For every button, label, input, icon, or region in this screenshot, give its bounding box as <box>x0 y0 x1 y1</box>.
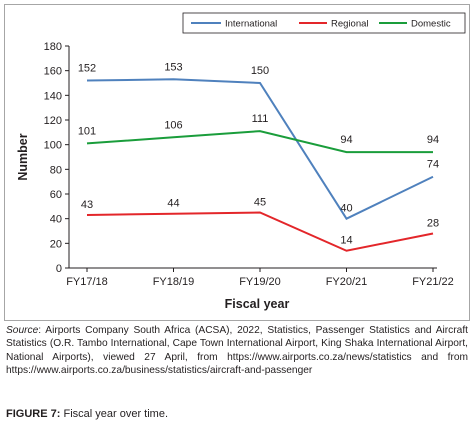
data-label-domestic: 94 <box>427 134 439 146</box>
data-label-regional: 14 <box>340 235 352 247</box>
x-tick-label: FY19/20 <box>239 276 281 288</box>
line-chart: 0 20 40 60 80 100 120 140 160 180 FY17/18 FY18/19 FY… <box>16 12 466 311</box>
x-tick-label: FY20/21 <box>326 276 368 288</box>
series-line-domestic <box>86 130 433 154</box>
data-label-international: 74 <box>427 159 439 171</box>
x-tick-label: FY17/18 <box>66 276 108 288</box>
legend-label-regional: Regional <box>331 19 369 30</box>
source-label: Source <box>6 325 39 336</box>
data-label-international: 153 <box>164 61 182 73</box>
x-tick-label: FY21/22 <box>412 276 454 288</box>
data-label-domestic: 101 <box>78 125 96 137</box>
figure-title: Fiscal year over time. <box>63 408 168 420</box>
data-label-regional: 45 <box>254 197 266 209</box>
data-label-domestic: 106 <box>164 119 182 131</box>
legend-label-domestic: Domestic <box>411 19 451 30</box>
data-label-international: 40 <box>340 203 352 215</box>
x-tick-label: FY18/19 <box>153 276 195 288</box>
data-label-regional: 28 <box>427 217 439 229</box>
figure-caption: FIGURE 7: Fiscal year over time. <box>6 408 468 420</box>
data-label-regional: 44 <box>167 198 179 210</box>
y-tick-label: 0 <box>56 263 62 275</box>
data-label-domestic: 94 <box>340 134 352 146</box>
data-label-international: 150 <box>251 65 269 77</box>
figure-source-caption: Source: Airports Company South Africa (A… <box>6 324 468 377</box>
figure-number: FIGURE 7: <box>6 408 61 420</box>
data-label-regional: 43 <box>81 199 93 211</box>
source-text: : Airports Company South Africa (ACSA), … <box>6 325 468 376</box>
y-tick-label: 140 <box>44 90 62 102</box>
y-tick-label: 180 <box>44 41 62 53</box>
y-tick-label: 60 <box>50 189 62 201</box>
y-tick-label: 100 <box>44 140 62 152</box>
figure-frame: 0 20 40 60 80 100 120 140 160 180 FY17/18 FY18/19 FY… <box>4 4 470 321</box>
y-tick-label: 20 <box>50 238 62 250</box>
y-tick-label: 80 <box>50 164 62 176</box>
series-line-international <box>86 78 434 220</box>
y-tick-label: 40 <box>50 214 62 226</box>
data-label-domestic: 111 <box>252 113 269 125</box>
y-tick-label: 160 <box>44 66 62 78</box>
y-tick-label: 120 <box>44 115 62 127</box>
y-axis-title: Number <box>16 133 30 180</box>
legend-label-international: International <box>225 19 277 30</box>
x-axis-title: Fiscal year <box>225 297 290 311</box>
data-label-international: 152 <box>78 63 96 75</box>
series-line-regional <box>86 211 434 252</box>
